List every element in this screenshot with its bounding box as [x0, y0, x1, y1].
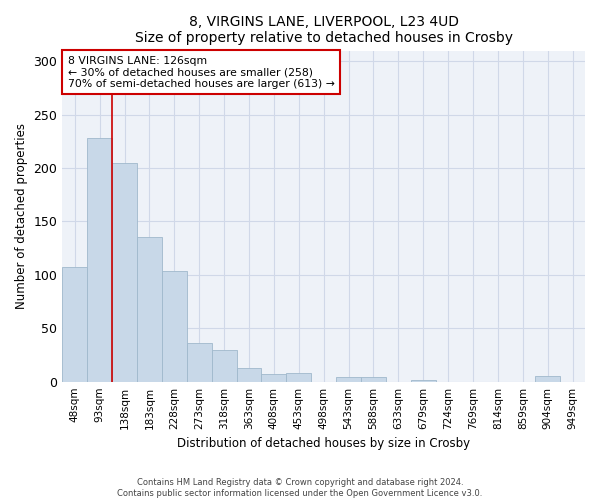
Title: 8, VIRGINS LANE, LIVERPOOL, L23 4UD
Size of property relative to detached houses: 8, VIRGINS LANE, LIVERPOOL, L23 4UD Size…	[134, 15, 512, 45]
Bar	[162, 270, 187, 382]
Bar	[112, 162, 137, 382]
Y-axis label: Number of detached properties: Number of detached properties	[15, 123, 28, 309]
Bar	[262, 374, 286, 382]
Bar	[137, 238, 162, 382]
Text: Contains HM Land Registry data © Crown copyright and database right 2024.
Contai: Contains HM Land Registry data © Crown c…	[118, 478, 482, 498]
Bar	[212, 350, 236, 382]
Bar	[361, 378, 386, 382]
X-axis label: Distribution of detached houses by size in Crosby: Distribution of detached houses by size …	[177, 437, 470, 450]
Bar	[187, 343, 212, 382]
Bar	[236, 368, 262, 382]
Bar	[336, 378, 361, 382]
Bar	[535, 376, 560, 382]
Bar	[87, 138, 112, 382]
Bar	[62, 268, 87, 382]
Text: 8 VIRGINS LANE: 126sqm
← 30% of detached houses are smaller (258)
70% of semi-de: 8 VIRGINS LANE: 126sqm ← 30% of detached…	[68, 56, 334, 88]
Bar	[286, 373, 311, 382]
Bar	[411, 380, 436, 382]
